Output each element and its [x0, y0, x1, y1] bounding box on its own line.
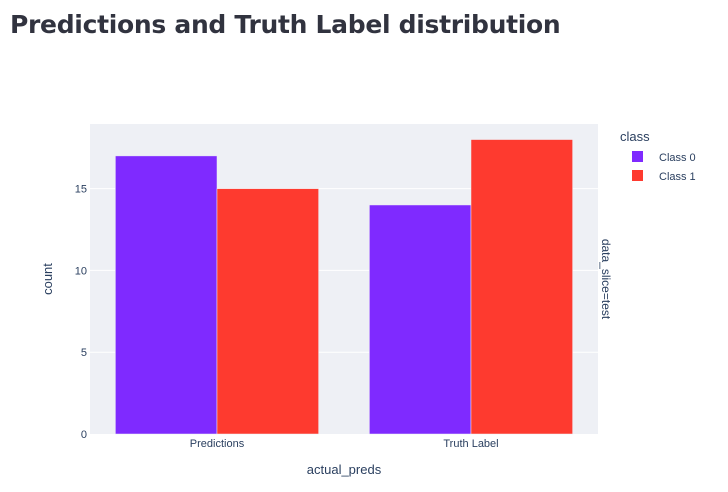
legend-title: class [620, 129, 650, 144]
bar-class-1-predictions [216, 188, 319, 435]
x-tick-label: Truth Label [443, 438, 498, 450]
bar-class-0-predictions [115, 155, 218, 435]
legend-swatch [632, 170, 643, 181]
x-axis-title: actual_preds [307, 462, 382, 477]
y-axis-title: count [40, 263, 55, 295]
legend-swatch [632, 151, 643, 162]
y-tick-label: 15 [75, 184, 87, 196]
y-tick-label: 0 [81, 429, 87, 441]
bar-layer [115, 139, 573, 435]
x-tick-label: Predictions [190, 438, 245, 450]
y-tick-label: 10 [75, 265, 87, 277]
tick-layer: 0 5 10 15 Predictions Truth Label [75, 184, 499, 450]
y-tick-label: 5 [81, 347, 87, 359]
legend: class Class 0 Class 1 [620, 129, 696, 183]
bar-class-1-truth-label [470, 139, 573, 435]
legend-item-label: Class 1 [659, 171, 696, 183]
page-title: Predictions and Truth Label distribution [10, 10, 561, 39]
facet-label: data_slice=test [599, 239, 613, 320]
legend-item-label: Class 0 [659, 152, 696, 164]
bar-class-0-truth-label [369, 204, 472, 435]
